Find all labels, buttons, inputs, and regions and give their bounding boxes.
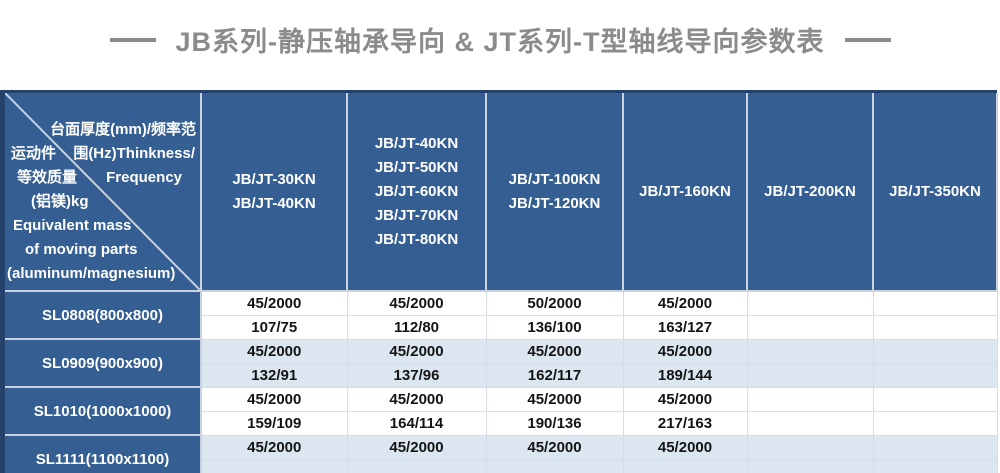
table-cell: [873, 387, 998, 412]
row-label-sl1111: SL1111(1100x1100): [5, 435, 202, 473]
table-cell: [747, 435, 874, 460]
table-cell: 159/109: [201, 411, 348, 436]
table-cell: 137/96: [347, 363, 487, 388]
table-row: SL1111(1100x1100) 45/2000 45/2000 45/200…: [5, 435, 998, 473]
table-cell: [747, 411, 874, 436]
corner-text-left: 等效质量: [17, 169, 78, 186]
table-cell: 189/144: [623, 363, 748, 388]
header-row: 台面厚度(mm)/频率范 运动件 围(Hz)Thinkness/ 等效质量 Fr…: [5, 93, 998, 292]
table-cell: 45/2000: [623, 435, 748, 460]
table-cell: [623, 459, 748, 473]
table-row: SL0808(800x800) 45/2000 45/2000 50/2000 …: [5, 291, 998, 340]
corner-text-right: Frequency: [106, 169, 182, 186]
table-row: 159/109 164/114 190/136 217/163: [5, 411, 998, 436]
row-label-sl0808: SL0808(800x800): [5, 291, 202, 340]
column-header-350kn: JB/JT-350KN: [873, 93, 998, 292]
corner-text-right: 围(Hz)Thinkness/: [73, 145, 195, 162]
table-cell: 45/2000: [201, 387, 348, 412]
table-cell: 45/2000: [623, 387, 748, 412]
table-cell: [873, 411, 998, 436]
table-cell: 190/136: [486, 411, 624, 436]
corner-line: (aluminum/magnesium): [7, 265, 176, 282]
corner-text-left: 运动件: [11, 145, 57, 162]
table-row: SL0909(900x900) 45/2000 45/2000 45/2000 …: [5, 339, 998, 388]
table-cell: 112/80: [347, 315, 487, 340]
table-cell: 45/2000: [347, 291, 487, 316]
page-title-bar: JB系列-静压轴承导向 & JT系列-T型轴线导向参数表: [0, 20, 1000, 59]
corner-line: 等效质量 Frequency: [5, 166, 200, 190]
table-cell: 45/2000: [347, 339, 487, 364]
table-cell: 164/114: [347, 411, 487, 436]
table-cell: [747, 363, 874, 388]
table-row: 107/75 112/80 136/100 163/127: [5, 315, 998, 340]
table-row: SL1010(1000x1000) 45/2000 45/2000 45/200…: [5, 387, 998, 436]
column-header-30-40kn: JB/JT-30KN JB/JT-40KN: [201, 93, 348, 292]
table-cell: 45/2000: [347, 435, 487, 460]
table-cell: [747, 459, 874, 473]
table-cell: 45/2000: [201, 435, 348, 460]
table-cell: [873, 459, 998, 473]
diagonal-divider-line: [5, 93, 200, 290]
table-cell: 45/2000: [623, 291, 748, 316]
table-cell: [347, 459, 487, 473]
column-header-200kn: JB/JT-200KN: [747, 93, 874, 292]
table-cell: 132/91: [201, 363, 348, 388]
corner-header-cell: 台面厚度(mm)/频率范 运动件 围(Hz)Thinkness/ 等效质量 Fr…: [5, 93, 202, 292]
table-cell: [873, 363, 998, 388]
page-title: JB系列-静压轴承导向 & JT系列-T型轴线导向参数表: [175, 27, 825, 57]
corner-line: of moving parts: [25, 241, 138, 258]
corner-line: 台面厚度(mm)/频率范: [50, 121, 196, 138]
title-dash-left: [109, 37, 156, 42]
table-cell: [747, 339, 874, 364]
corner-line: (铝镁)kg: [31, 193, 89, 210]
table-cell: 45/2000: [623, 339, 748, 364]
corner-header-text: 台面厚度(mm)/频率范 运动件 围(Hz)Thinkness/ 等效质量 Fr…: [5, 97, 200, 286]
table-cell: [747, 387, 874, 412]
parameters-table-wrap: 台面厚度(mm)/频率范 运动件 围(Hz)Thinkness/ 等效质量 Fr…: [0, 90, 998, 473]
table-row: 132/91 137/96 162/117 189/144: [5, 363, 998, 388]
row-label-sl0909: SL0909(900x900): [5, 339, 202, 388]
table-cell: 45/2000: [486, 339, 624, 364]
table-cell: [486, 459, 624, 473]
table-cell: [747, 315, 874, 340]
column-header-160kn: JB/JT-160KN: [623, 93, 748, 292]
table-cell: [873, 315, 998, 340]
table-cell: [873, 291, 998, 316]
table-cell: 45/2000: [201, 291, 348, 316]
table-cell: 217/163: [623, 411, 748, 436]
table-cell: [747, 291, 874, 316]
table-cell: 107/75: [201, 315, 348, 340]
table-cell: 136/100: [486, 315, 624, 340]
corner-line: 运动件 围(Hz)Thinkness/: [5, 142, 200, 166]
table-cell: 162/117: [486, 363, 624, 388]
table-cell: 45/2000: [486, 435, 624, 460]
table-cell: [873, 339, 998, 364]
corner-line: Equivalent mass: [13, 217, 132, 234]
column-header-40-80kn: JB/JT-40KN JB/JT-50KN JB/JT-60KN JB/JT-7…: [347, 93, 487, 292]
table-cell: 45/2000: [486, 387, 624, 412]
table-row: [5, 459, 998, 473]
table-cell: 50/2000: [486, 291, 624, 316]
table-cell: 163/127: [623, 315, 748, 340]
table-cell: 45/2000: [347, 387, 487, 412]
parameters-table: 台面厚度(mm)/频率范 运动件 围(Hz)Thinkness/ 等效质量 Fr…: [5, 93, 998, 473]
table-cell: [873, 435, 998, 460]
title-dash-right: [844, 37, 891, 42]
table-cell: [201, 459, 348, 473]
row-label-sl1010: SL1010(1000x1000): [5, 387, 202, 436]
column-header-100-120kn: JB/JT-100KN JB/JT-120KN: [486, 93, 624, 292]
table-cell: 45/2000: [201, 339, 348, 364]
